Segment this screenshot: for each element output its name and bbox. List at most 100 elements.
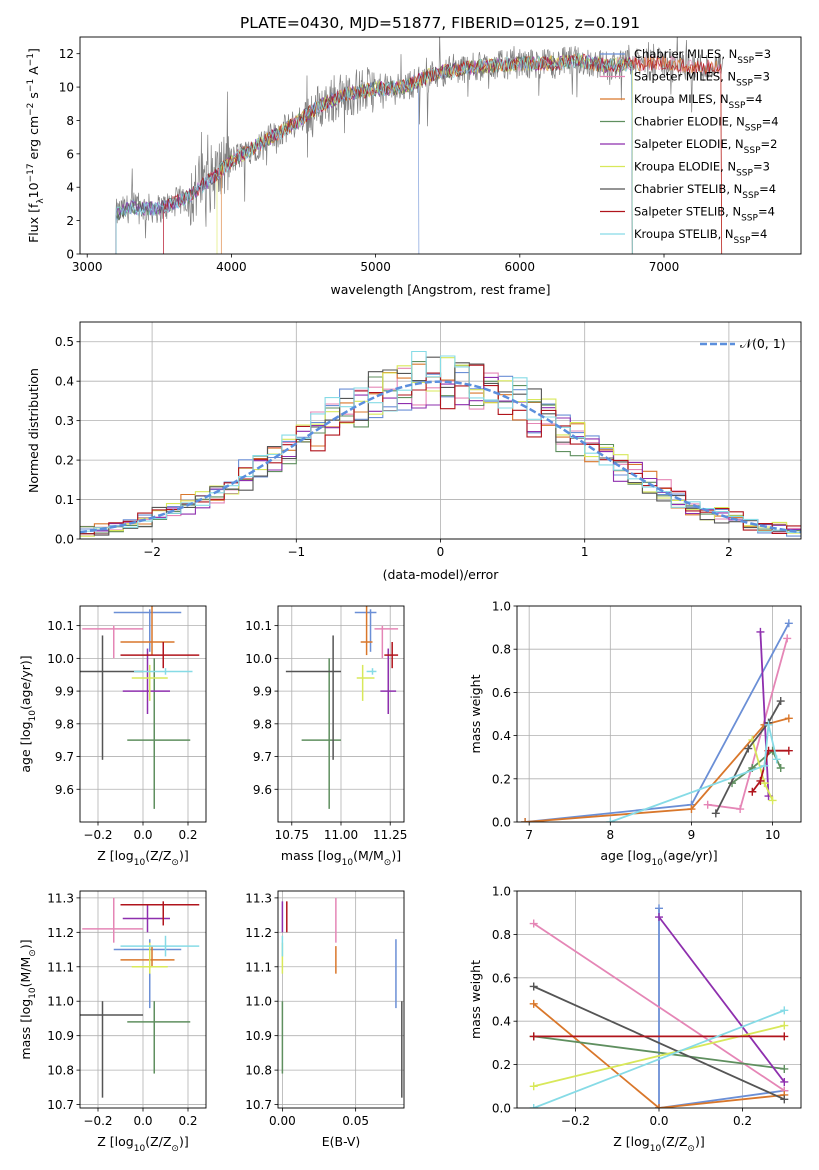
histogram-panel-xtick-label: −2 <box>143 545 161 559</box>
age-z-panel-xlabel: Z [log10(Z/Z⊙)] <box>97 848 188 868</box>
weight-age-panel-ytick-label: 1.0 <box>492 600 511 614</box>
histogram-panel-ytick-label: 0.0 <box>55 533 74 547</box>
histogram-panel-plot-area <box>80 350 801 537</box>
mass-z-panel-xtick-label: 0.0 <box>133 1114 152 1128</box>
weight-age-panel-marker-6 <box>776 697 785 706</box>
age-z-panel-ytick-label: 10.1 <box>47 619 74 633</box>
histogram-panel-ytick-label: 0.4 <box>55 375 74 389</box>
weight-z-panel-marker-2 <box>655 1104 663 1108</box>
age-mass-panel-xtick-label: 11.25 <box>373 828 407 842</box>
spectrum-panel-plot-area <box>115 37 724 254</box>
spectrum-xlabel: wavelength [Angstrom, rest frame] <box>330 282 550 297</box>
age-mass-panel: 10.75 11.00 11.25 9.6 9.7 9.8 9.9 10.0 10.1 mass … <box>245 605 407 868</box>
age-mass-panel-frame <box>277 605 405 823</box>
weight-age-panel-ylabel: mass weight <box>468 674 483 753</box>
weight-age-panel-marker-1 <box>736 805 745 814</box>
mass-ebv-panel-ytick-label: 11.2 <box>245 926 272 940</box>
age-z-panel-grid <box>80 606 206 822</box>
mass-z-panel-axes: −0.2 0.0 0.2 10.7 10.8 10.9 11.0 11.1 11.2 11.3 <box>47 890 207 1128</box>
age-mass-panel-ytick-label: 9.9 <box>253 685 272 699</box>
age-z-panel-xtick-label: 0.0 <box>133 828 152 842</box>
mass-ebv-panel-xtick-label: 0.05 <box>342 1114 369 1128</box>
legend-label-8: Kroupa STELIB, NSSP=4 <box>634 227 767 246</box>
weight-age-panel-ytick-label: 0.0 <box>492 816 511 830</box>
age-z-panel-frame <box>79 605 207 823</box>
weight-age-panel-marker-2 <box>521 818 530 822</box>
age-mass-panel-xlabel: mass [log10(M/M⊙)] <box>281 848 401 868</box>
weight-z-panel-marker-6 <box>780 1095 789 1104</box>
weight-age-panel-marker-8 <box>772 755 781 764</box>
weight-z-panel-ytick-label: 0.2 <box>492 1058 511 1072</box>
legend-label-7: Salpeter STELIB, NSSP=4 <box>634 205 775 224</box>
histogram-panel-frame <box>79 321 802 540</box>
weight-z-panel-frame <box>516 890 802 1109</box>
mass-z-panel-xlabel: Z [log10(Z/Z⊙)] <box>97 1134 188 1154</box>
mass-ebv-panel-frame <box>277 890 405 1109</box>
spectrum-panel-xtick-label: 7000 <box>649 260 680 274</box>
age-mass-panel-ytick-label: 10.0 <box>245 652 272 666</box>
spectrum-panel-ytick-label: 4 <box>66 181 74 195</box>
weight-age-panel-marker-8 <box>764 720 773 729</box>
weight-z-panel-xtick-label: 0.2 <box>733 1114 752 1128</box>
weight-age-panel-line-6 <box>714 700 782 814</box>
mass-ebv-panel-grid <box>278 891 404 1108</box>
spectrum-panel-ytick-label: 8 <box>66 114 74 128</box>
weight-age-panel-line-2 <box>525 717 790 822</box>
weight-z-panel-ytick-label: 0.6 <box>492 971 511 985</box>
age-mass-panel-plot-area <box>285 606 399 809</box>
mass-ebv-panel-ytick-label: 11.1 <box>245 960 272 974</box>
age-z-panel-plot-area <box>80 606 200 809</box>
weight-z-panel-ytick-label: 1.0 <box>492 885 511 899</box>
weight-age-panel-marker-2 <box>687 805 696 814</box>
weight-z-panel-xtick-label: −0.2 <box>561 1114 590 1128</box>
legend-label-0: Chabrier MILES, NSSP=3 <box>634 47 771 66</box>
spectrum-panel-xtick-label: 4000 <box>216 260 247 274</box>
spectrum-panel-xtick-label: 6000 <box>505 260 536 274</box>
weight-age-panel-marker-7 <box>748 787 757 796</box>
weight-z-panel-marker-8 <box>529 1104 538 1108</box>
weight-z-panel-marker-1 <box>529 919 538 928</box>
weight-z-panel-ytick-label: 0.8 <box>492 928 511 942</box>
mass-z-panel-ytick-label: 10.7 <box>47 1098 74 1112</box>
age-z-panel-ytick-label: 9.6 <box>55 783 74 797</box>
spectrum-panel-axes: 3000 4000 5000 6000 7000 0 2 4 6 8 10 12 <box>59 36 802 274</box>
weight-age-panel-xtick-label: 9 <box>688 828 696 842</box>
age-z-panel-ytick-label: 9.9 <box>55 685 74 699</box>
histogram-panel-xtick-label: 1 <box>581 545 589 559</box>
age-mass-panel-ytick-label: 10.1 <box>245 619 272 633</box>
mass-ebv-panel-axes: 0.00 0.05 10.7 10.8 10.9 11.0 11.1 11.2 11.3 <box>245 890 405 1128</box>
mass-ebv-panel-ytick-label: 11.0 <box>245 995 272 1009</box>
weight-z-panel-marker-2 <box>529 999 538 1008</box>
model-spectrum-7 <box>163 53 723 254</box>
weight-z-panel-marker-6 <box>529 982 538 991</box>
weight-z-panel-ytick-label: 0.0 <box>492 1102 511 1116</box>
weight-age-panel-marker-7 <box>784 746 793 755</box>
weight-z-panel-marker-5 <box>529 1082 538 1091</box>
age-mass-panel-ytick-label: 9.6 <box>253 783 272 797</box>
weight-z-panel-ylabel: mass weight <box>468 960 483 1039</box>
spectrum-panel-xtick-label: 5000 <box>360 260 391 274</box>
weight-z-panel-marker-5 <box>780 1021 789 1030</box>
histogram-panel-ytick-label: 0.5 <box>55 335 74 349</box>
age-z-panel-ytick-label: 9.8 <box>55 717 74 731</box>
weight-z-panel-marker-0 <box>655 904 663 913</box>
weight-age-panel: 7 8 9 10 0.0 0.2 0.4 0.6 0.8 1.0 age [log10(age/yr… <box>468 600 802 868</box>
weight-age-panel-ytick-label: 0.8 <box>492 643 511 657</box>
weight-age-panel-marker-2 <box>784 714 793 723</box>
mass-ebv-panel-ytick-label: 10.8 <box>245 1064 272 1078</box>
model-spectrum-2 <box>220 53 723 254</box>
weight-z-panel-line-6 <box>533 985 785 1101</box>
weight-age-panel-line-4 <box>759 631 770 797</box>
hist-8 <box>80 350 801 533</box>
legend-label-1: Salpeter MILES, NSSP=3 <box>634 70 770 89</box>
histogram-xlabel: (data-model)/error <box>383 567 500 582</box>
weight-z-panel-xtick-label: 0.0 <box>649 1114 668 1128</box>
spectrum-panel-frame <box>79 36 802 255</box>
spectrum-panel-ytick-label: 0 <box>66 248 74 262</box>
mass-ebv-panel-xlabel: E(B-V) <box>322 1134 361 1149</box>
model-spectrum-8 <box>115 52 633 254</box>
weight-z-panel-marker-8 <box>780 1006 789 1015</box>
weight-age-panel-marker-1 <box>703 800 712 809</box>
weight-age-panel-line-8 <box>609 724 778 822</box>
weight-age-panel-ytick-label: 0.4 <box>492 729 511 743</box>
